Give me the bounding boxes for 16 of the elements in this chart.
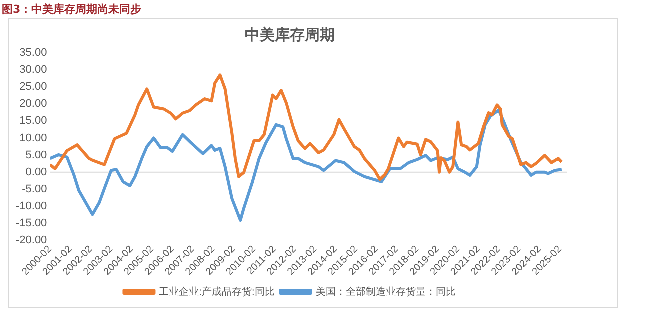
y-tick-label: 10.00 bbox=[20, 132, 48, 144]
y-tick-label: 15.00 bbox=[20, 115, 48, 128]
y-tick-label: 35.00 bbox=[20, 47, 48, 60]
caption: 图3：中美库存周期尚未同步 bbox=[2, 2, 142, 17]
y-tick-label: -20.00 bbox=[16, 234, 48, 247]
y-tick-label: 20.00 bbox=[20, 98, 48, 110]
y-tick-label: 30.00 bbox=[20, 64, 48, 76]
y-tick-label: 5.00 bbox=[26, 149, 48, 162]
y-tick-label: -10.00 bbox=[16, 200, 48, 212]
chart-title: 中美库存周期 bbox=[245, 26, 335, 44]
y-tick-label: -5.00 bbox=[22, 183, 48, 196]
legend-label: 工业企业:产成品存货:同比 bbox=[159, 286, 275, 298]
y-tick-label: -15.00 bbox=[16, 218, 48, 230]
y-tick-label: 25.00 bbox=[20, 81, 48, 94]
y-tick-label: 0.00 bbox=[26, 166, 48, 178]
legend-label: 美国：全部制造业存货量：同比 bbox=[316, 286, 456, 298]
